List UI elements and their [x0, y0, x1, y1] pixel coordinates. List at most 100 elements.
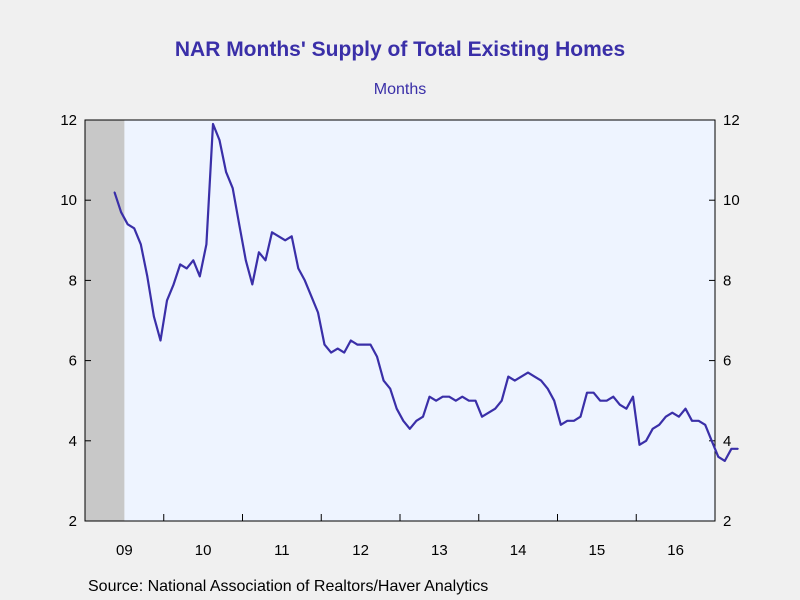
y-tick-label-left: 12	[60, 112, 77, 129]
data-point	[468, 399, 470, 402]
data-point	[192, 259, 195, 262]
data-point	[126, 223, 129, 226]
recession-shading	[85, 120, 125, 521]
data-point	[199, 275, 201, 278]
data-point	[153, 315, 155, 318]
data-point	[697, 420, 700, 422]
data-point	[651, 428, 654, 430]
data-point	[481, 415, 483, 418]
y-tick-label-left: 4	[69, 433, 77, 450]
y-tick-label-right: 12	[723, 112, 740, 129]
data-point	[612, 395, 615, 398]
y-tick-label-right: 8	[723, 272, 731, 289]
x-tick-label: 11	[274, 542, 290, 559]
data-point	[566, 420, 569, 422]
data-point	[363, 343, 365, 346]
y-tick-label-left: 8	[69, 272, 77, 289]
data-point	[625, 407, 628, 410]
x-tick-label: 16	[667, 542, 684, 559]
y-tick-label-left: 10	[60, 192, 77, 209]
data-point	[205, 243, 208, 246]
data-point	[395, 407, 398, 410]
chart-subtitle: Months	[373, 81, 427, 98]
data-point	[632, 395, 634, 398]
data-point	[684, 407, 687, 410]
data-point	[343, 351, 346, 354]
data-point	[330, 351, 332, 354]
data-point	[350, 339, 352, 342]
data-point	[737, 448, 739, 450]
data-point	[514, 379, 516, 382]
data-point	[448, 395, 451, 398]
data-point	[638, 444, 641, 446]
data-point	[422, 415, 424, 418]
data-point	[645, 440, 647, 442]
data-point	[185, 267, 188, 270]
data-point	[277, 235, 280, 238]
data-point	[520, 375, 523, 378]
data-point	[579, 415, 582, 418]
y-tick-label-right: 10	[723, 192, 740, 209]
data-point	[560, 424, 562, 426]
data-point	[605, 399, 608, 402]
data-point	[297, 267, 300, 270]
data-point	[323, 343, 326, 346]
data-point	[376, 355, 378, 358]
data-point	[455, 399, 457, 402]
data-point	[665, 415, 667, 418]
x-tick-label: 10	[195, 542, 212, 559]
data-point	[159, 339, 162, 342]
data-point	[704, 424, 706, 426]
data-point	[487, 411, 490, 414]
data-point	[304, 279, 306, 282]
data-point	[494, 407, 497, 410]
x-tick-label: 15	[589, 542, 606, 559]
y-tick-label-right: 6	[723, 353, 731, 370]
data-point	[120, 211, 122, 213]
data-point	[710, 440, 713, 442]
data-point	[678, 415, 680, 418]
data-point	[546, 387, 549, 390]
data-point	[619, 403, 621, 406]
data-point	[317, 311, 319, 314]
data-point	[435, 399, 437, 402]
data-point	[533, 375, 536, 378]
data-point	[258, 251, 260, 254]
data-point	[507, 375, 510, 378]
data-point	[500, 399, 503, 402]
data-point	[553, 399, 555, 402]
data-point	[658, 424, 660, 426]
x-tick-label: 13	[431, 542, 448, 559]
data-point	[284, 239, 287, 242]
data-point	[179, 263, 181, 266]
data-point	[356, 343, 359, 346]
data-point	[140, 243, 142, 246]
data-point	[251, 283, 254, 286]
data-point	[113, 191, 116, 193]
x-tick-label: 14	[510, 542, 527, 559]
data-point	[474, 399, 477, 402]
data-point	[730, 448, 733, 450]
data-point	[166, 299, 168, 302]
data-point	[172, 283, 175, 286]
data-point	[592, 391, 595, 394]
data-point	[238, 223, 240, 226]
data-point	[402, 420, 405, 422]
data-point	[382, 379, 385, 382]
data-point	[573, 420, 575, 422]
data-point	[441, 395, 444, 398]
data-point	[290, 235, 293, 238]
data-point	[389, 387, 392, 390]
data-point	[218, 139, 221, 141]
data-point	[428, 395, 431, 398]
data-point	[540, 379, 542, 382]
data-point	[369, 343, 372, 346]
data-point	[586, 391, 588, 394]
y-tick-label-left: 2	[69, 513, 77, 530]
data-point	[599, 399, 601, 402]
data-point	[671, 411, 674, 414]
data-point	[146, 275, 149, 278]
data-point	[415, 420, 418, 422]
data-point	[264, 259, 267, 262]
data-point	[133, 227, 135, 230]
